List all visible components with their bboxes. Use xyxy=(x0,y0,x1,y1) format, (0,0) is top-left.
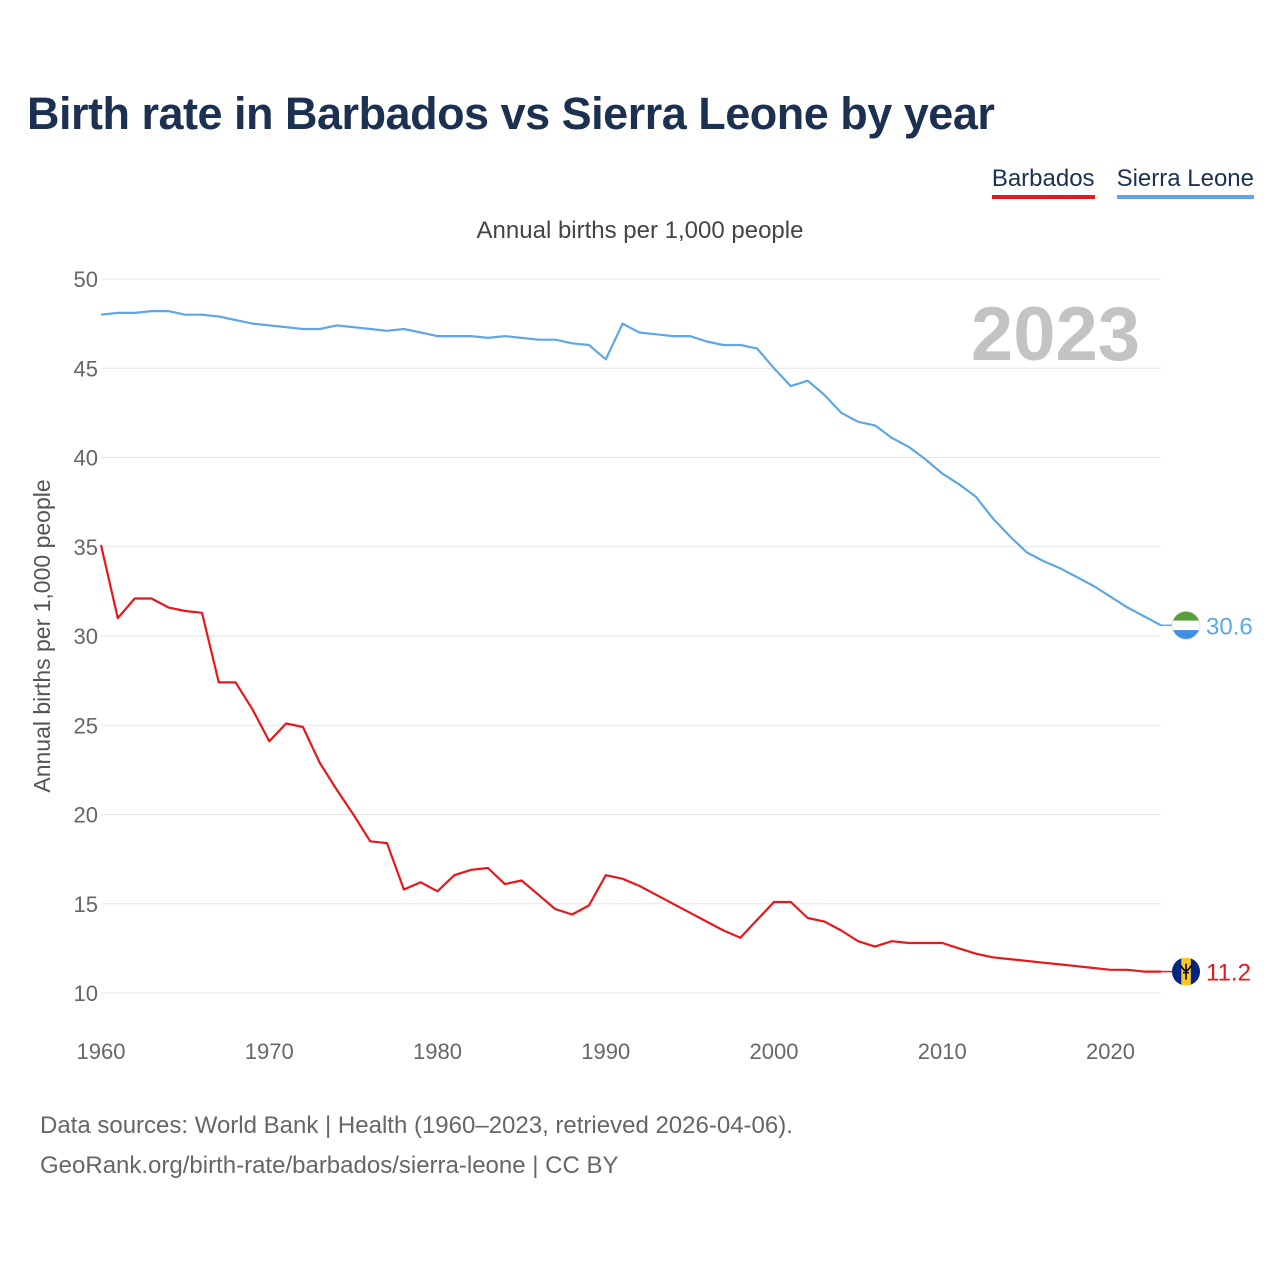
y-tick-label: 35 xyxy=(74,535,98,560)
x-tick-label: 1980 xyxy=(413,1039,462,1064)
y-tick-label: 45 xyxy=(74,356,98,381)
flag-stripes xyxy=(1172,611,1200,640)
chart-title: Birth rate in Barbados vs Sierra Leone b… xyxy=(27,88,995,139)
source-note: Data sources: World Bank | Health (1960–… xyxy=(40,1106,793,1186)
x-tick-label: 1990 xyxy=(581,1039,630,1064)
flag-stripe-white xyxy=(1172,620,1200,631)
y-tick-label: 30 xyxy=(74,624,98,649)
y-tick-label: 15 xyxy=(74,892,98,917)
legend-item-barbados[interactable]: Barbados xyxy=(991,165,1095,199)
y-axis-label: Annual births per 1,000 people xyxy=(29,479,55,792)
chart-subtitle: Annual births per 1,000 people xyxy=(476,217,804,244)
end-value-label-barbados: 11.2 xyxy=(1206,960,1251,987)
legend-item-sierra-leone[interactable]: Sierra Leone xyxy=(1116,165,1254,199)
y-tick-label: 25 xyxy=(74,713,98,738)
x-tick-label: 2020 xyxy=(1086,1039,1135,1064)
flag-stripe-blue-left xyxy=(1172,957,1182,986)
x-tick-label: 2000 xyxy=(750,1039,799,1064)
x-tick-label: 2010 xyxy=(918,1039,967,1064)
flag-stripe-green xyxy=(1172,611,1200,621)
flag-stripe-blue-right xyxy=(1190,957,1200,986)
flag-stripe-blue xyxy=(1172,630,1200,640)
series-line-barbados xyxy=(99,544,1161,973)
legend: Barbados Sierra Leone xyxy=(991,165,1254,199)
y-tick-label: 40 xyxy=(74,446,98,471)
trident-icon xyxy=(1180,963,1192,980)
x-tick-label: 1960 xyxy=(77,1039,126,1064)
source-line-1: Data sources: World Bank | Health (1960–… xyxy=(40,1112,793,1139)
barbados-flag-icon xyxy=(1161,957,1200,986)
y-tick-label: 50 xyxy=(74,267,98,292)
year-watermark: 2023 xyxy=(971,292,1140,377)
end-value-label-sierra-leone: 30.6 xyxy=(1206,613,1253,640)
series-line-sierra-leone xyxy=(100,310,1162,627)
sierra-leone-flag-icon xyxy=(1161,610,1201,640)
source-line-2[interactable]: GeoRank.org/birth-rate/barbados/sierra-l… xyxy=(40,1152,619,1179)
line-chart: 10 15 20 25 30 35 40 45 50 1960 1970 1980 1990 2000 20… xyxy=(29,267,1253,1064)
flag-border xyxy=(1171,610,1201,640)
y-tick-label: 20 xyxy=(74,803,98,828)
y-tick-label: 10 xyxy=(74,981,98,1006)
x-tick-label: 1970 xyxy=(245,1039,294,1064)
